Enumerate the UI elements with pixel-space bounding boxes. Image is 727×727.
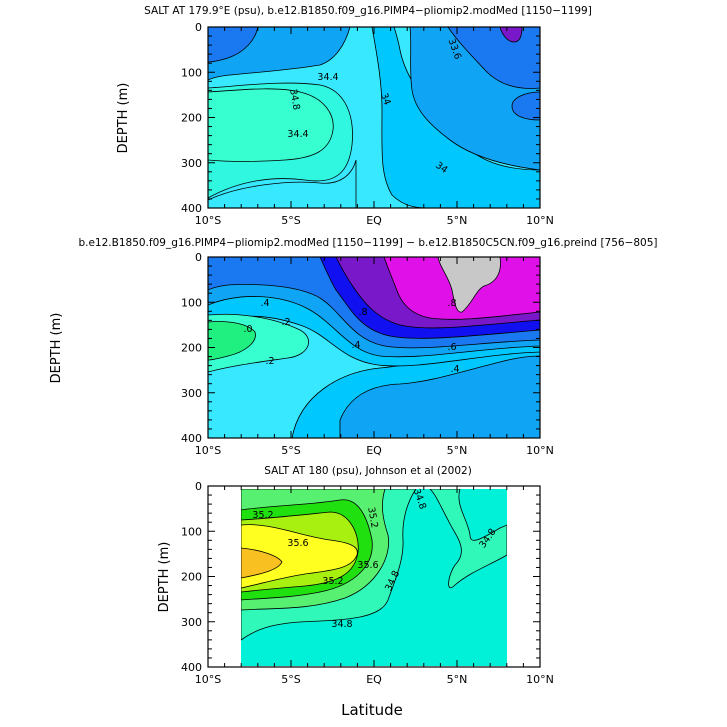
region-dark-left	[208, 27, 259, 63]
x-tick-label: 5°N	[447, 444, 468, 457]
x-tick-label: 10°N	[526, 444, 554, 457]
contour-label: 35.2	[365, 506, 380, 529]
x-tick-label: 10°S	[195, 673, 221, 686]
y-tick-label: 0	[195, 480, 202, 493]
panel-3-axes: 10°S 5°S EQ 5°N 10°N 0 100 200 300 400	[181, 480, 554, 686]
y-tick-label: 300	[181, 616, 202, 629]
y-tick-label: 400	[181, 432, 202, 445]
contour-label: 35.6	[287, 538, 308, 549]
x-tick-label: 5°S	[281, 214, 300, 227]
region-gray-missing	[437, 257, 501, 313]
region-dark-right-lower	[511, 91, 540, 121]
y-tick-label: 300	[181, 387, 202, 400]
panel-2-axes: 10°S 5°S EQ 5°N 10°N 0 100 200 300 400	[181, 251, 554, 457]
contour-label: .4	[351, 340, 360, 351]
panel-2-contours	[208, 257, 540, 438]
x-tick-label: 5°N	[447, 214, 468, 227]
y-tick-label: 0	[195, 251, 202, 264]
contour-label: .2	[281, 317, 290, 328]
panel-3-title: SALT AT 180 (psu), Johnson et al (2002)	[264, 465, 472, 477]
contour-label: .6	[447, 342, 456, 353]
x-tick-label: 5°S	[281, 444, 300, 457]
contour-label: 34.4	[287, 129, 308, 140]
region-orange	[241, 547, 283, 579]
y-tick-label: 400	[181, 661, 202, 674]
panel-1: SALT AT 179.9°E (psu), b.e12.B1850.f09_g…	[116, 5, 592, 227]
x-tick-label: 5°S	[281, 673, 300, 686]
region-mid-lower	[339, 355, 540, 438]
panel-3: SALT AT 180 (psu), Johnson et al (2002) …	[157, 465, 554, 719]
y-tick-label: 0	[195, 21, 202, 34]
contour-label: 34.8	[331, 619, 352, 630]
x-tick-label: EQ	[366, 444, 382, 457]
contour-label: .8	[358, 307, 367, 318]
y-tick-label: 200	[181, 112, 202, 125]
contour-label: .4	[260, 298, 269, 309]
panel-2-ylabel: DEPTH (m)	[49, 313, 64, 384]
y-tick-label: 200	[181, 342, 202, 355]
x-tick-label: 10°S	[195, 214, 221, 227]
panel-1-axes: 10°S 5°S EQ 5°N 10°N 0 100 200 300 400	[181, 21, 554, 227]
region-core-green	[208, 88, 334, 162]
x-tick-label: 10°N	[526, 214, 554, 227]
contour-label: 35.6	[357, 560, 378, 571]
y-tick-label: 100	[181, 66, 202, 79]
x-tick-label: 10°N	[526, 673, 554, 686]
contour-label: .4	[450, 364, 459, 375]
x-tick-label: 10°S	[195, 444, 221, 457]
y-tick-label: 300	[181, 157, 202, 170]
region-green-core	[208, 321, 256, 361]
panel-1-ylabel: DEPTH (m)	[116, 83, 131, 154]
x-tick-label: 5°N	[447, 673, 468, 686]
contour-label: .8	[447, 298, 456, 309]
y-tick-label: 100	[181, 296, 202, 309]
panel-3-ylabel: DEPTH (m)	[157, 542, 172, 613]
x-tick-label: EQ	[366, 673, 382, 686]
contour-label: 34.8	[287, 88, 302, 111]
region-mint-right	[429, 489, 507, 588]
contour-label: 35.2	[252, 510, 273, 521]
contour-label: 34.4	[317, 72, 338, 83]
region-dark-right	[447, 27, 540, 89]
panel-3-contours	[241, 489, 507, 666]
region-yellow	[241, 524, 358, 589]
contour-label: 35.2	[322, 576, 343, 587]
panel-1-contours	[208, 27, 540, 208]
region-lightest-lower	[208, 159, 357, 208]
x-tick-label: EQ	[366, 214, 382, 227]
contour-label: .2	[265, 356, 274, 367]
y-tick-label: 200	[181, 571, 202, 584]
region-purple-top	[499, 27, 523, 43]
panel-1-title: SALT AT 179.9°E (psu), b.e12.B1850.f09_g…	[144, 5, 592, 17]
panel-2: b.e12.B1850.f09_g16.PIMP4−pliomip2.modMe…	[49, 237, 658, 457]
contour-label: 34	[378, 92, 392, 107]
panel-2-title: b.e12.B1850.f09_g16.PIMP4−pliomip2.modMe…	[78, 237, 657, 249]
y-tick-label: 400	[181, 202, 202, 215]
x-axis-label: Latitude	[341, 701, 403, 719]
y-tick-label: 100	[181, 525, 202, 538]
contour-label: .0	[243, 324, 252, 335]
